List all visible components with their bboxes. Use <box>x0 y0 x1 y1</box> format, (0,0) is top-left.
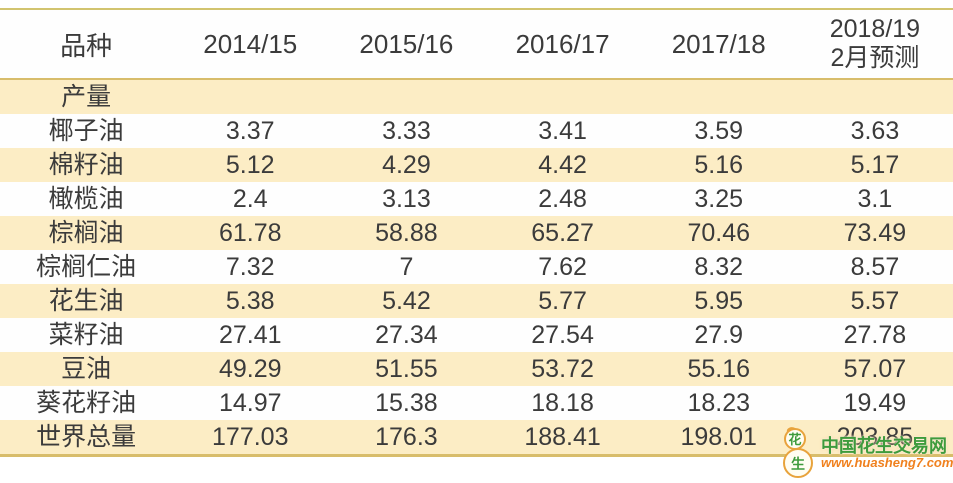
cell-value: 177.03 <box>212 423 289 451</box>
table-row-world-total: 世界总量 177.03 176.3 188.41 198.01 203.85 <box>0 420 953 456</box>
header-row: 品种 2014/15 2015/16 2016/17 2017/18 2018/… <box>0 9 953 80</box>
table-row-palm-oil: 棕榈油 61.78 58.88 65.27 70.46 73.49 <box>0 216 953 250</box>
cell-value: 70.46 <box>687 219 750 247</box>
cell-value: 7.32 <box>225 253 275 281</box>
cell-value: 19.49 <box>843 389 907 417</box>
header-variety: 品种 <box>0 9 173 80</box>
cell-value: 3.1 <box>857 185 893 213</box>
cell-value: 188.41 <box>524 423 601 451</box>
cell-value: 176.3 <box>375 423 438 451</box>
row-label: 棕榈仁油 <box>36 253 137 281</box>
oil-production-table-wrap: 品种 2014/15 2015/16 2016/17 2017/18 2018/… <box>0 8 953 457</box>
row-label: 棉籽油 <box>48 151 124 179</box>
oil-production-table: 品种 2014/15 2015/16 2016/17 2017/18 2018/… <box>0 8 953 457</box>
table-row-rapeseed-oil: 菜籽油 27.41 27.34 27.54 27.9 27.78 <box>0 318 953 352</box>
row-label: 棕榈油 <box>48 219 124 247</box>
row-label: 葵花籽油 <box>36 389 137 417</box>
table-row-sunflower-oil: 葵花籽油 14.97 15.38 18.18 18.23 19.49 <box>0 386 953 420</box>
cell-value: 7 <box>399 253 414 281</box>
cell-value: 57.07 <box>843 355 907 383</box>
cell-value: 3.13 <box>382 185 431 213</box>
cell-value: 4.29 <box>382 151 431 179</box>
cell-value: 18.23 <box>687 389 750 417</box>
cell-value: 14.97 <box>218 389 282 417</box>
cell-value: 5.77 <box>538 287 587 315</box>
cell-value: 27.41 <box>218 321 282 349</box>
table-row-soybean-oil: 豆油 49.29 51.55 53.72 55.16 57.07 <box>0 352 953 386</box>
row-label: 橄榄油 <box>48 185 124 213</box>
table-header: 品种 2014/15 2015/16 2016/17 2017/18 2018/… <box>0 9 953 80</box>
row-label: 世界总量 <box>36 423 137 451</box>
row-label: 豆油 <box>61 355 112 383</box>
table-row-coconut-oil: 椰子油 3.37 3.33 3.41 3.59 3.63 <box>0 114 953 148</box>
cell-value: 3.25 <box>694 185 744 213</box>
cell-value: 3.33 <box>382 117 431 145</box>
cell-value: 51.55 <box>375 355 438 383</box>
cell-value: 53.72 <box>531 355 594 383</box>
cell-value: 4.42 <box>538 151 587 179</box>
header-year-2016-17: 2016/17 <box>484 9 641 80</box>
row-label: 花生油 <box>48 287 124 315</box>
header-year-2015-16: 2015/16 <box>328 9 485 80</box>
cell-value: 2.4 <box>232 185 268 213</box>
cell-value: 3.63 <box>850 117 900 145</box>
cell-value: 8.32 <box>694 253 744 281</box>
table-row-cottonseed-oil: 棉籽油 5.12 4.29 4.42 5.16 5.17 <box>0 148 953 182</box>
cell-value: 7.62 <box>538 253 587 281</box>
table-row-olive-oil: 橄榄油 2.4 3.13 2.48 3.25 3.1 <box>0 182 953 216</box>
header-year-2017-18: 2017/18 <box>640 9 797 80</box>
forecast-month-label: 2月预测 <box>830 44 920 72</box>
cell-value: 49.29 <box>218 355 282 383</box>
cell-value: 2.48 <box>538 185 587 213</box>
section-row-empty <box>172 79 953 114</box>
cell-value: 58.88 <box>375 219 438 247</box>
cell-value: 18.18 <box>531 389 594 417</box>
cell-value: 198.01 <box>680 423 757 451</box>
cell-value: 61.78 <box>218 219 282 247</box>
cell-value: 3.37 <box>225 117 275 145</box>
cell-value: 27.34 <box>375 321 438 349</box>
header-year-2018-19-forecast: 2018/19 2月预测 <box>796 9 953 80</box>
row-label: 椰子油 <box>48 117 124 145</box>
cell-value: 5.38 <box>225 287 275 315</box>
cell-value: 3.41 <box>538 117 587 145</box>
cell-value: 5.95 <box>694 287 744 315</box>
section-row-production: 产量 <box>0 79 953 114</box>
cell-value: 27.78 <box>843 321 907 349</box>
cell-value: 5.42 <box>382 287 431 315</box>
table-row-peanut-oil: 花生油 5.38 5.42 5.77 5.95 5.57 <box>0 284 953 318</box>
cell-value: 3.59 <box>694 117 744 145</box>
cell-value: 65.27 <box>531 219 594 247</box>
cell-value: 5.17 <box>850 151 900 179</box>
cell-value: 55.16 <box>687 355 750 383</box>
table-row-palm-kernel-oil: 棕榈仁油 7.32 7 7.62 8.32 8.57 <box>0 250 953 284</box>
forecast-year-label: 2018/19 <box>829 15 921 44</box>
cell-value: 8.57 <box>850 253 900 281</box>
section-label: 产量 <box>61 83 112 111</box>
cell-value: 5.12 <box>225 151 275 179</box>
row-label: 菜籽油 <box>48 321 124 349</box>
cell-value: 73.49 <box>843 219 907 247</box>
cell-value: 203.85 <box>836 423 914 451</box>
svg-text:生: 生 <box>791 456 805 473</box>
table-body: 产量 椰子油 3.37 3.33 3.41 3.59 3.63 棉籽油 5.12… <box>0 79 953 456</box>
cell-value: 27.54 <box>531 321 594 349</box>
cell-value: 5.57 <box>850 287 900 315</box>
cell-value: 5.16 <box>694 151 744 179</box>
watermark-site-url: www.huasheng7.com <box>821 454 953 470</box>
header-year-2014-15: 2014/15 <box>172 9 329 80</box>
cell-value: 27.9 <box>694 321 744 349</box>
cell-value: 15.38 <box>375 389 438 417</box>
